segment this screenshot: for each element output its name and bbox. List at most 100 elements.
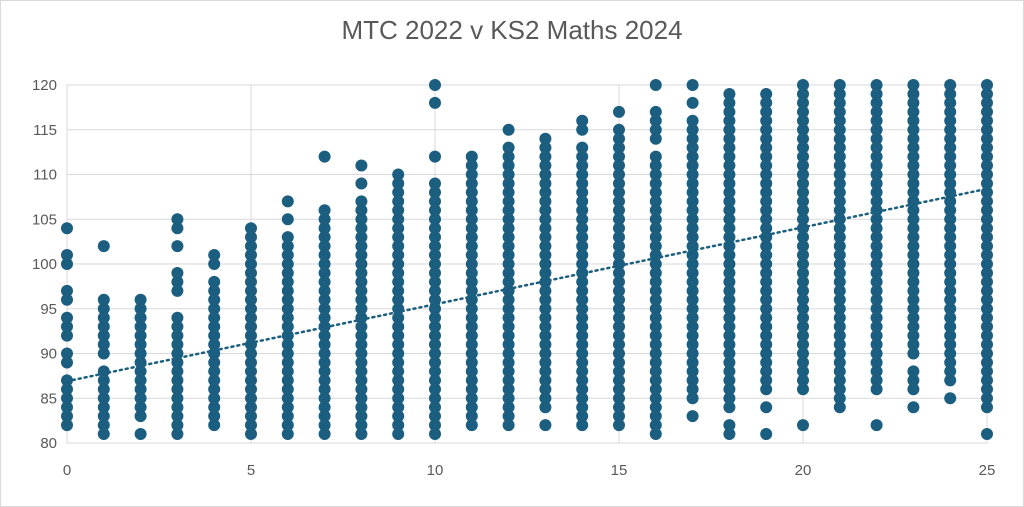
data-point — [833, 87, 846, 100]
data-point — [245, 222, 257, 235]
data-point — [907, 311, 920, 324]
data-point — [981, 195, 993, 208]
data-point — [686, 159, 699, 172]
data-point — [870, 338, 883, 351]
data-point — [760, 231, 773, 244]
data-point — [318, 266, 331, 279]
data-point — [944, 365, 957, 378]
data-point — [318, 356, 331, 369]
data-point — [833, 320, 846, 333]
data-point — [208, 347, 221, 360]
data-point — [502, 329, 515, 342]
data-point — [134, 392, 147, 405]
data-point — [760, 338, 773, 351]
data-point — [686, 168, 699, 181]
data-point — [281, 356, 294, 369]
data-point — [649, 329, 662, 342]
data-point — [833, 168, 846, 181]
data-point — [723, 365, 736, 378]
y-tick-label: 100 — [32, 256, 57, 273]
data-point — [281, 374, 294, 387]
data-point — [907, 249, 920, 262]
data-point — [833, 258, 846, 270]
data-point — [686, 383, 699, 396]
data-point — [723, 213, 736, 226]
data-point — [649, 365, 662, 378]
data-point — [576, 249, 589, 262]
data-point — [907, 105, 920, 118]
data-point — [355, 258, 368, 270]
data-point — [429, 240, 441, 253]
data-point — [97, 338, 110, 351]
data-point — [576, 186, 589, 199]
data-point — [760, 293, 773, 306]
data-point — [981, 132, 993, 145]
data-point — [686, 338, 699, 351]
data-point — [429, 150, 441, 163]
y-tick-label: 80 — [40, 435, 57, 452]
axis-ticks: 80 85 90 95 100 105 110 115 120 0 5 10 15 20 25 — [32, 77, 995, 479]
data-point — [318, 258, 331, 270]
data-point — [502, 275, 515, 288]
data-point — [981, 392, 993, 405]
data-point — [429, 374, 441, 387]
data-point — [797, 186, 809, 199]
data-point — [245, 410, 257, 423]
data-point — [723, 258, 736, 270]
data-point — [907, 114, 920, 127]
data-point — [392, 401, 405, 414]
data-point — [245, 249, 257, 262]
data-point — [208, 392, 221, 405]
data-point — [502, 392, 515, 405]
data-point — [465, 302, 478, 315]
y-tick-label: 85 — [40, 390, 57, 407]
data-point — [723, 383, 736, 396]
data-point — [723, 266, 736, 279]
data-point — [429, 186, 441, 199]
data-point — [465, 213, 478, 226]
data-point — [392, 392, 405, 405]
data-point — [649, 383, 662, 396]
data-point — [134, 320, 147, 333]
data-point — [613, 329, 625, 342]
data-point — [981, 141, 993, 154]
data-point — [61, 392, 73, 405]
data-point — [649, 338, 662, 351]
data-point — [797, 105, 809, 118]
data-point — [613, 222, 625, 235]
data-point — [208, 249, 221, 262]
data-point — [392, 168, 405, 181]
data-point — [429, 338, 441, 351]
data-point — [613, 150, 625, 163]
data-point — [833, 186, 846, 199]
data-point — [870, 365, 883, 378]
data-point — [723, 347, 736, 360]
data-point — [981, 428, 993, 441]
data-point — [760, 284, 773, 297]
data-point — [355, 266, 368, 279]
data-point — [944, 392, 957, 405]
data-point — [981, 293, 993, 306]
data-point — [97, 293, 110, 306]
data-point — [576, 231, 589, 244]
data-point — [797, 168, 809, 181]
data-point — [465, 240, 478, 253]
data-point — [429, 311, 441, 324]
data-point — [539, 365, 552, 378]
data-point — [723, 311, 736, 324]
data-point — [649, 320, 662, 333]
data-point — [760, 320, 773, 333]
data-point — [318, 374, 331, 387]
data-point — [502, 186, 515, 199]
data-point — [318, 204, 331, 217]
data-point — [502, 401, 515, 414]
data-point — [502, 159, 515, 172]
data-point — [245, 428, 257, 441]
data-point — [944, 329, 957, 342]
data-point — [760, 213, 773, 226]
data-point — [760, 365, 773, 378]
data-point — [465, 275, 478, 288]
trendline-layer — [65, 187, 989, 383]
data-point — [723, 222, 736, 235]
data-point — [686, 275, 699, 288]
